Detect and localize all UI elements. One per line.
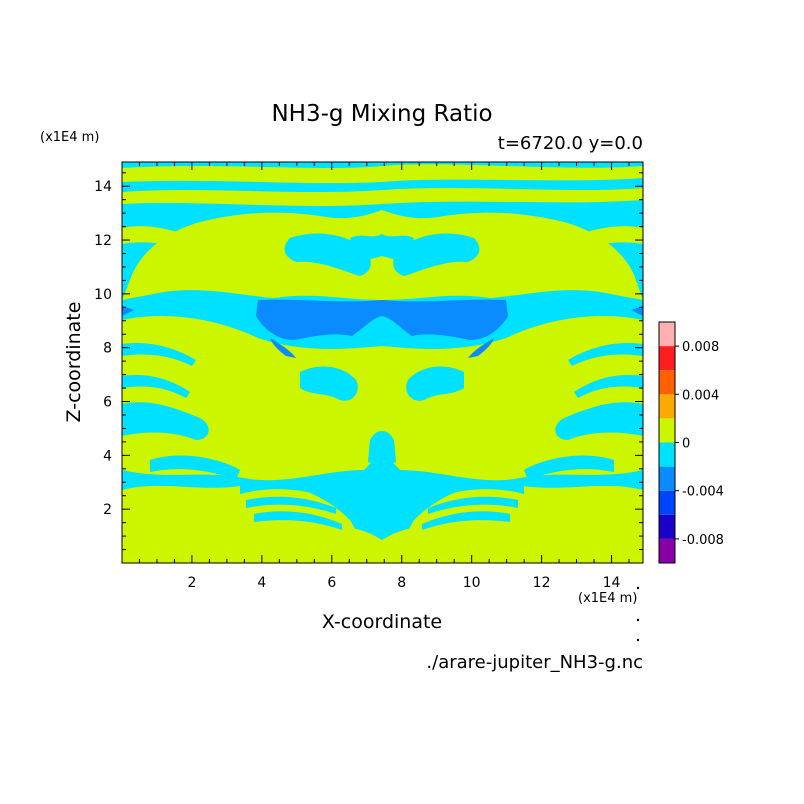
x-tick-label: 4	[257, 575, 266, 591]
colorbar-tick-label: 0	[682, 437, 690, 452]
y-tick-label: 14	[94, 179, 112, 195]
colorbar-tick-label: -0.008	[682, 533, 724, 548]
colorbar-swatch	[659, 538, 675, 563]
source-file-label: ./arare-jupiter_NH3-g.nc	[426, 652, 643, 673]
chart-subtitle: t=6720.0 y=0.0	[498, 133, 643, 154]
colorbar-tick-label: 0.004	[682, 388, 719, 403]
x-tick-label: 2	[187, 575, 196, 591]
axis-ticks: 2 4 6 8 10 12 14 2 4 6 8 10 12 14	[94, 162, 643, 591]
y-axis-label: Z-coordinate	[63, 302, 85, 423]
chart-title: NH3-g Mixing Ratio	[271, 101, 492, 127]
colorbar-tick-label: -0.004	[682, 485, 724, 500]
negative-mid-regions	[122, 299, 643, 358]
colorbar: -0.008 -0.004 0 0.004 0.008	[658, 321, 724, 564]
colorbar-swatch	[659, 466, 675, 491]
y-tick-label: 6	[103, 395, 112, 411]
x-unit-label: (x1E4 m)	[578, 591, 637, 606]
y-tick-label: 4	[103, 448, 112, 464]
colorbar-swatch	[659, 442, 675, 467]
colorbar-swatch	[659, 490, 675, 515]
colorbar-swatch	[659, 394, 675, 419]
x-axis-label: X-coordinate	[322, 611, 442, 633]
x-tick-label: 10	[463, 575, 481, 591]
y-tick-label: 2	[103, 502, 112, 518]
y-tick-label: 12	[94, 233, 112, 249]
colorbar-swatch	[659, 322, 675, 347]
y-tick-label: 8	[103, 341, 112, 357]
colorbar-swatch	[659, 370, 675, 395]
marker-dot	[636, 586, 640, 590]
marker-dot	[636, 638, 640, 642]
y-tick-label: 10	[94, 287, 112, 303]
colorbar-swatch	[659, 514, 675, 539]
x-tick-label: 12	[533, 575, 551, 591]
y-unit-label: (x1E4 m)	[40, 130, 99, 145]
contour-field	[122, 162, 643, 563]
marker-dot	[636, 618, 640, 622]
negative-small-regions	[122, 233, 643, 530]
positive-regions	[122, 164, 643, 563]
plot-frame	[121, 161, 644, 564]
colorbar-swatch	[659, 418, 675, 443]
x-tick-label: 14	[603, 575, 621, 591]
x-tick-label: 6	[327, 575, 336, 591]
colorbar-tick-label: 0.008	[682, 340, 719, 355]
x-tick-label: 8	[397, 575, 406, 591]
colorbar-swatch	[659, 346, 675, 371]
